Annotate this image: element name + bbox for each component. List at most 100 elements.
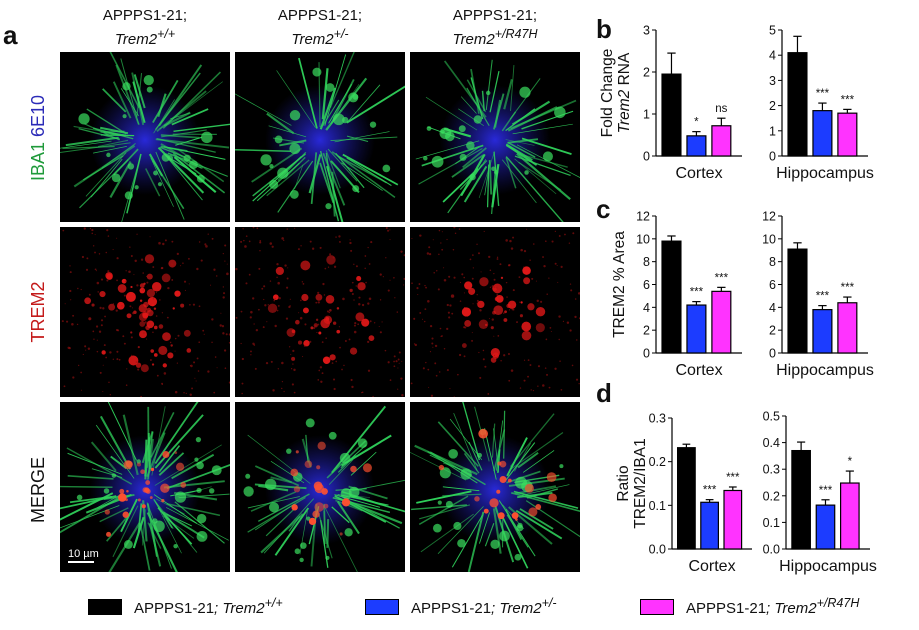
y-tick-label: 0.1 (763, 516, 780, 530)
bar (661, 240, 682, 354)
y-tick-label: 0.4 (763, 436, 780, 450)
scale-bar: 10 µm (68, 548, 99, 563)
column-header-line1: APPPS1-21; (102, 7, 188, 24)
x-axis-label: Cortex (675, 362, 722, 379)
y-tick-label: 0 (769, 150, 776, 164)
y-tick-label: 12 (636, 210, 650, 224)
y-tick-label: 0.3 (763, 463, 780, 477)
image-merge-het (235, 402, 405, 572)
panel-b-letter: b (596, 14, 612, 44)
column-header-wt: APPPS1-21; Trem2+/+ (60, 6, 230, 49)
significance-label: ns (715, 103, 727, 115)
column-header-het: APPPS1-21; Trem2+/- (235, 6, 405, 49)
y-tick-label: 8 (643, 255, 650, 269)
y-tick-label: 8 (769, 255, 776, 269)
significance-label: * (848, 456, 853, 468)
significance-label: *** (726, 472, 740, 484)
y-tick-label: 4 (769, 49, 776, 63)
bar (812, 309, 833, 354)
y-tick-label: 0 (643, 150, 650, 164)
micrograph (60, 52, 230, 222)
y-tick-label: 0 (643, 347, 650, 361)
y-tick-label: 4 (643, 301, 650, 315)
bar (839, 482, 860, 550)
legend-sep: ; (214, 600, 219, 617)
y-tick-label: 2 (643, 324, 650, 338)
scale-bar-line (68, 561, 94, 563)
bar-charts: 0 1 2 3 * ns Cortex Fold Change Trem2 RNA 0 1 2 3 4 5 *… (599, 24, 877, 576)
legend-gene: Trem2 (218, 600, 265, 617)
y-tick-label: 2 (769, 324, 776, 338)
legend-item-wt: APPPS1-21; Trem2+/+ (88, 596, 283, 617)
significance-label: *** (816, 291, 830, 303)
image-trem2-wt (60, 227, 230, 397)
legend-genotype: +/+ (264, 596, 283, 610)
image-iba1-r47h (410, 52, 580, 222)
x-axis-label: Cortex (688, 558, 735, 575)
y-tick-label: 0.2 (649, 455, 666, 469)
column-header-line1: APPPS1-21; (452, 7, 538, 24)
y-tick-label: 0 (769, 347, 776, 361)
y-tick-label: 0.2 (763, 489, 780, 503)
y-axis-label: Fold Change (599, 49, 616, 138)
genotype-superscript: +/R47H (494, 27, 538, 41)
micrograph (410, 52, 580, 222)
bar (815, 504, 836, 550)
gene-name: Trem2 (452, 31, 495, 48)
legend-swatch-r47h (640, 598, 674, 615)
panel-c-letter: c (596, 194, 611, 224)
y-tick-label: 10 (762, 232, 776, 246)
bar (711, 125, 732, 157)
y-tick-label: 0.3 (649, 412, 666, 426)
significance-label: *** (690, 287, 704, 299)
y-tick-label: 10 (636, 232, 650, 246)
panel-d-letter: d (596, 378, 612, 408)
x-axis-label: Cortex (675, 165, 722, 182)
bar (812, 110, 833, 157)
genotype-superscript: +/- (333, 27, 349, 41)
legend-gene: Trem2 (495, 600, 542, 617)
y-axis-label: TREM2 % Area (611, 231, 628, 338)
micrograph (235, 402, 405, 572)
legend-gene: Trem2 (770, 600, 817, 617)
column-header-r47h: APPPS1-21; Trem2+/R47H (410, 6, 580, 49)
micrograph (410, 227, 580, 397)
x-axis-label: Hippocampus (776, 362, 874, 379)
micrograph (410, 402, 580, 572)
image-trem2-r47h (410, 227, 580, 397)
y-tick-label: 0.5 (763, 410, 780, 424)
x-axis-label: Hippocampus (779, 558, 877, 575)
y-tick-label: 3 (643, 24, 650, 38)
panel-a-letter: a (3, 20, 18, 50)
bar (661, 73, 682, 157)
significance-label: *** (841, 282, 855, 294)
bar (686, 135, 707, 157)
y-tick-label: 12 (762, 210, 776, 224)
significance-label: * (694, 117, 699, 129)
legend-sep: ; (766, 600, 771, 617)
image-iba1-wt (60, 52, 230, 222)
y-tick-label: 2 (643, 66, 650, 80)
bar (837, 112, 858, 157)
bar (686, 304, 707, 354)
legend-prefix: APPPS1-21 (134, 600, 215, 617)
bar (787, 52, 808, 157)
y-tick-label: 6 (643, 278, 650, 292)
y-tick-label: 1 (643, 108, 650, 122)
y-tick-label: 0.0 (649, 543, 666, 557)
genotype-superscript: +/+ (157, 27, 176, 41)
image-merge-wt (60, 402, 230, 572)
bar (700, 501, 719, 550)
micrograph (235, 52, 405, 222)
y-tick-label: 1 (769, 124, 776, 138)
significance-label: *** (841, 94, 855, 106)
legend-swatch-het (365, 598, 399, 615)
y-axis-label: Ratio (615, 465, 632, 501)
bar (676, 447, 696, 550)
bar (837, 302, 858, 354)
micrograph (60, 227, 230, 397)
gene-name: Trem2 (291, 31, 334, 48)
y-tick-label: 4 (769, 301, 776, 315)
x-axis-label: Hippocampus (776, 165, 874, 182)
